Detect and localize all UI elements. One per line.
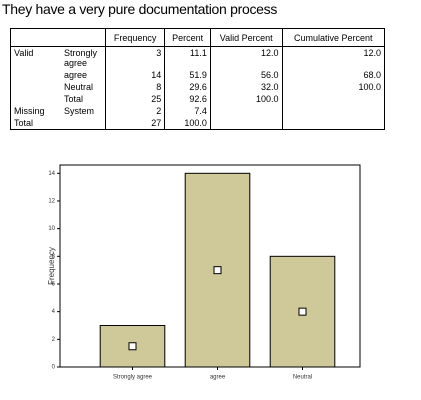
table-row: Valid Strongly agree 3 11.1 12.0 12.0 (11, 46, 385, 69)
table-cell: 56.0 (209, 69, 283, 81)
row-group: Total (14, 118, 34, 128)
table-cell: 27 (104, 117, 165, 130)
corner-cell (10, 28, 61, 47)
table-row: Total 25 92.6 100.0 (11, 93, 385, 105)
column-header: Valid Percent (209, 28, 283, 47)
table-cell: 92.6 (164, 93, 211, 105)
row-group: Valid (14, 48, 34, 58)
table-cell: 32.0 (209, 81, 283, 93)
column-header: Cumulative Percent (281, 28, 385, 47)
table-cell: 11.1 (164, 46, 211, 69)
table-cell: 3 (104, 46, 165, 69)
bar-marker (213, 266, 222, 275)
row-group: Missing (14, 106, 45, 116)
table-cell (281, 105, 385, 117)
table-cell: 29.6 (164, 81, 211, 93)
table-cell: 100.0 (281, 81, 385, 93)
x-tick-label: agree (210, 375, 226, 381)
table-cell: 100.0 (209, 93, 283, 105)
table-cell (281, 117, 385, 130)
y-tick-label: 14 (48, 171, 55, 177)
corner-cell (61, 28, 106, 47)
frequency-table: Frequency Percent Valid Percent Cumulative … (10, 28, 385, 130)
row-label: Total (64, 94, 84, 104)
x-tick-label: Neutral (293, 375, 312, 381)
table-cell (209, 105, 283, 117)
row-label: Strongly agree (64, 48, 98, 68)
column-header: Percent (164, 28, 211, 47)
row-label: agree (64, 70, 88, 80)
table-cell: 8 (104, 81, 165, 93)
column-header: Frequency (104, 28, 165, 47)
y-tick-label: 8 (52, 254, 56, 260)
table-cell: 12.0 (209, 46, 283, 69)
table-row: Neutral 8 29.6 32.0 100.0 (11, 81, 385, 93)
table-row: Total 27 100.0 (11, 117, 385, 130)
table-cell: 7.4 (164, 105, 211, 117)
output-title: They have a very pure documentation proc… (2, 1, 278, 17)
table-row: Missing System 2 7.4 (11, 105, 385, 117)
table-cell: 68.0 (281, 69, 385, 81)
table-cell: 25 (104, 93, 165, 105)
y-tick-label: 6 (52, 282, 56, 288)
y-tick-label: 2 (52, 337, 56, 343)
table-cell (281, 93, 385, 105)
bar-marker (128, 342, 137, 351)
header-row: Frequency Percent Valid Percent Cumulative … (10, 28, 385, 47)
table-cell: 14 (104, 69, 165, 81)
table-cell: 100.0 (164, 117, 211, 130)
table-cell: 51.9 (164, 69, 211, 81)
y-tick-label: 10 (48, 226, 55, 232)
table-cell (209, 117, 283, 130)
row-label: Neutral (64, 82, 94, 92)
table-cell: 12.0 (281, 46, 385, 69)
y-tick-label: 4 (52, 309, 56, 315)
x-tick-label: Strongly agree (113, 375, 153, 381)
y-tick-label: 0 (52, 365, 56, 371)
table-cell: 2 (104, 105, 165, 117)
bar-marker (298, 307, 307, 316)
row-label: System (64, 106, 95, 116)
table-row: agree 14 51.9 56.0 68.0 (11, 69, 385, 81)
y-tick-label: 12 (48, 199, 55, 205)
y-axis-label: Frequency (47, 247, 56, 285)
